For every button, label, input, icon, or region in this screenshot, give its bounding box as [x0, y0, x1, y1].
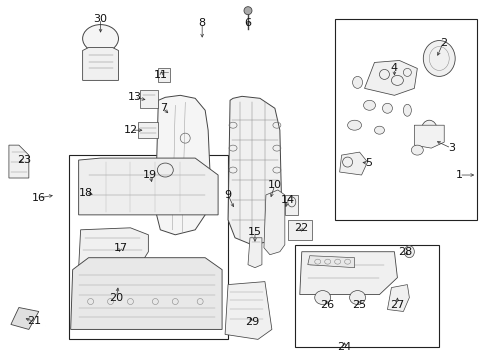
Polygon shape	[264, 190, 285, 255]
Text: 27: 27	[389, 300, 404, 310]
Ellipse shape	[363, 100, 375, 110]
Polygon shape	[11, 307, 39, 329]
Text: 7: 7	[160, 103, 166, 113]
Ellipse shape	[82, 24, 118, 53]
Polygon shape	[71, 258, 222, 329]
Ellipse shape	[244, 7, 251, 15]
Text: 23: 23	[17, 155, 31, 165]
Text: 13: 13	[127, 92, 141, 102]
Polygon shape	[79, 158, 218, 215]
Text: 28: 28	[397, 247, 412, 257]
Polygon shape	[285, 195, 297, 215]
Polygon shape	[155, 95, 210, 235]
Ellipse shape	[349, 291, 365, 305]
Ellipse shape	[403, 104, 410, 116]
Bar	[334, 19, 476, 220]
Text: 16: 16	[32, 193, 46, 203]
Text: 26: 26	[320, 300, 334, 310]
Text: 5: 5	[364, 158, 371, 168]
Text: 21: 21	[27, 316, 41, 327]
Polygon shape	[9, 145, 29, 178]
Text: 3: 3	[447, 143, 454, 153]
Text: 22: 22	[293, 223, 307, 233]
Ellipse shape	[352, 76, 362, 88]
Polygon shape	[158, 68, 170, 82]
Text: 10: 10	[267, 180, 281, 190]
Ellipse shape	[410, 145, 423, 155]
Text: 8: 8	[198, 18, 205, 28]
Polygon shape	[79, 228, 148, 268]
Text: 15: 15	[247, 227, 262, 237]
Text: 12: 12	[123, 125, 137, 135]
Text: 18: 18	[79, 188, 93, 198]
Ellipse shape	[347, 120, 361, 130]
Text: 2: 2	[439, 37, 446, 48]
Polygon shape	[287, 220, 311, 240]
Ellipse shape	[382, 103, 392, 113]
Text: 14: 14	[280, 195, 294, 205]
Text: 17: 17	[113, 243, 127, 253]
Bar	[294, 245, 438, 347]
Text: 25: 25	[352, 300, 366, 310]
Polygon shape	[82, 48, 118, 80]
Text: 11: 11	[154, 71, 168, 80]
Polygon shape	[299, 252, 397, 294]
Text: 30: 30	[93, 14, 107, 24]
Text: 29: 29	[244, 318, 259, 328]
Polygon shape	[247, 238, 262, 268]
Polygon shape	[138, 122, 158, 138]
Text: 4: 4	[390, 63, 397, 73]
Ellipse shape	[314, 291, 330, 305]
Text: 9: 9	[224, 190, 231, 200]
Ellipse shape	[374, 126, 384, 134]
Bar	[68, 155, 227, 339]
Polygon shape	[413, 125, 443, 148]
Text: 6: 6	[244, 18, 251, 28]
Polygon shape	[307, 256, 354, 268]
Text: 20: 20	[109, 293, 123, 302]
Polygon shape	[227, 96, 281, 245]
Text: 24: 24	[337, 342, 351, 352]
Polygon shape	[140, 90, 158, 108]
Polygon shape	[339, 152, 367, 175]
Polygon shape	[386, 285, 408, 311]
Ellipse shape	[423, 41, 454, 76]
Ellipse shape	[404, 246, 413, 258]
Ellipse shape	[421, 120, 436, 140]
Text: 1: 1	[455, 170, 462, 180]
Polygon shape	[364, 60, 416, 95]
Polygon shape	[224, 282, 271, 339]
Text: 19: 19	[143, 170, 157, 180]
